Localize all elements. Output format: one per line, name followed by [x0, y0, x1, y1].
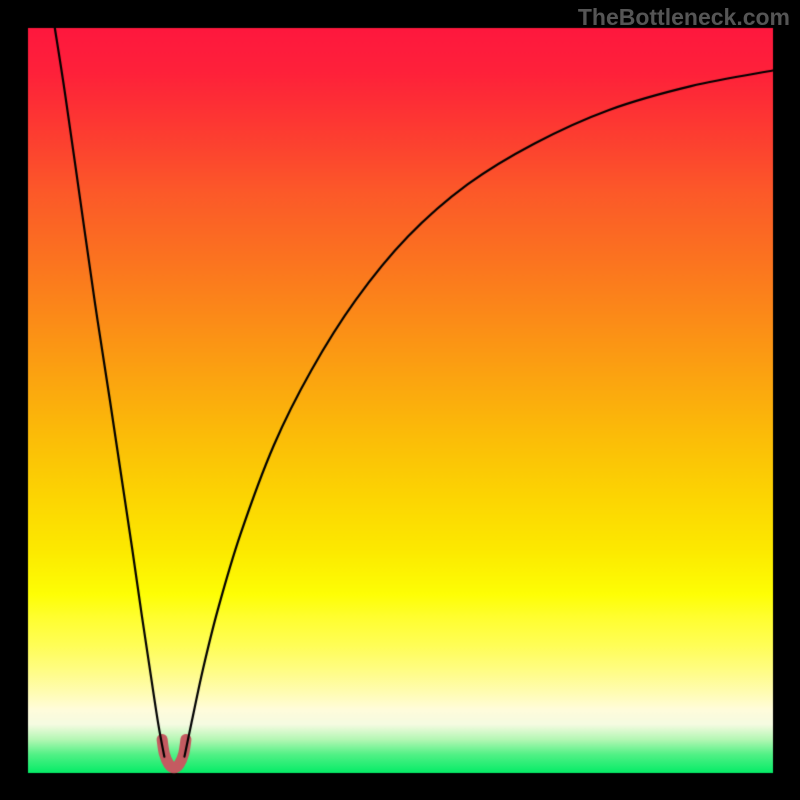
- chart-container: TheBottleneck.com: [0, 0, 800, 800]
- bottleneck-chart: [0, 0, 800, 800]
